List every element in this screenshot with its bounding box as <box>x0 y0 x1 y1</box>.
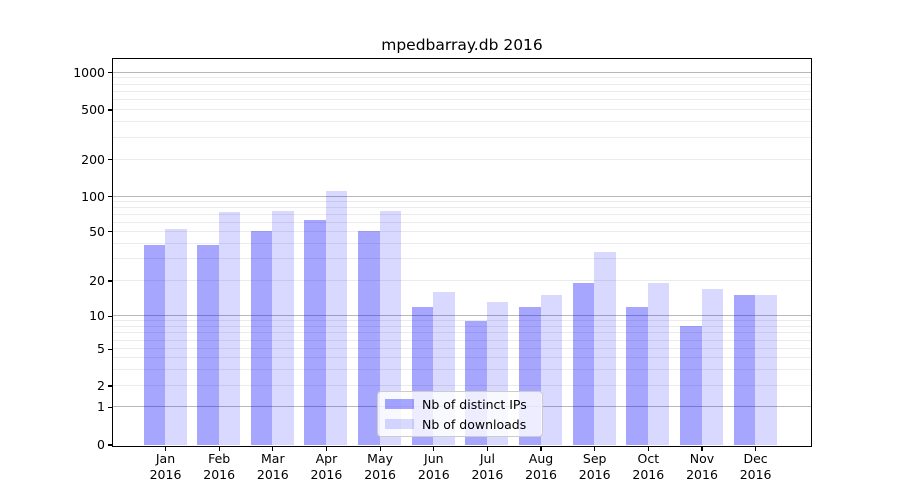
y-gridline-minor <box>113 136 811 138</box>
x-axis-tick-label: Jan 2016 <box>149 450 182 483</box>
y-gridline-minor <box>113 280 811 281</box>
legend-label-downloads: Nb of downloads <box>422 416 527 432</box>
y-gridline-minor <box>113 213 811 215</box>
y-gridline-major <box>113 71 811 73</box>
y-gridline-minor <box>113 258 811 260</box>
bar-downloads-nov <box>701 288 723 445</box>
legend-label-distinct-ips: Nb of distinct IPs <box>422 396 527 412</box>
y-gridline-minor <box>113 320 811 322</box>
x-axis-tick-label: Jul 2016 <box>471 450 504 483</box>
y-gridline-minor <box>113 385 811 386</box>
y-gridline-minor <box>113 77 811 79</box>
bar-downloads-oct <box>647 283 670 445</box>
y-gridline-minor <box>113 207 811 208</box>
bar-distinct-ips-feb <box>197 244 219 445</box>
bar-distinct-ips-nov <box>680 326 702 445</box>
bar-downloads-aug <box>540 295 563 445</box>
y-gridline-minor <box>113 230 811 232</box>
y-axis-tick-label: 0 <box>97 437 105 452</box>
y-gridline-minor <box>113 201 811 202</box>
bar-distinct-ips-dec <box>733 295 756 445</box>
y-gridline-minor <box>113 109 811 110</box>
y-axis-tick-label: 1 <box>97 399 105 415</box>
legend-swatch-downloads-icon <box>385 419 414 429</box>
y-gridline-minor <box>113 339 811 341</box>
x-axis-tick-label: Apr 2016 <box>310 450 343 483</box>
x-axis-tick-label: Oct 2016 <box>632 450 665 483</box>
bar-downloads-sep <box>594 252 616 445</box>
y-axis-tick-label: 20 <box>89 273 105 288</box>
y-gridline-minor <box>113 348 811 350</box>
y-axis-tick-label: 10 <box>89 308 105 324</box>
y-gridline-minor <box>113 121 811 123</box>
y-gridline-minor <box>113 332 811 334</box>
legend-swatch-distinct-ips-icon <box>385 399 414 409</box>
y-axis-tick-label: 5 <box>97 341 105 357</box>
y-gridline-major <box>113 315 811 317</box>
x-axis-tick-label: Jun 2016 <box>417 450 450 483</box>
bar-distinct-ips-may <box>358 231 380 445</box>
y-gridline-minor <box>113 368 811 370</box>
y-axis-tick-label: 50 <box>89 223 105 239</box>
legend: Nb of distinct IPs Nb of downloads <box>377 391 543 437</box>
y-axis-tick-label: 1000 <box>73 64 105 80</box>
y-gridline-minor <box>113 221 811 223</box>
bar-distinct-ips-apr <box>304 219 326 445</box>
y-gridline-major <box>113 195 811 197</box>
y-axis-tick-label: 100 <box>81 188 105 204</box>
x-axis-tick-label: Feb 2016 <box>203 450 236 483</box>
y-gridline-minor <box>113 99 811 101</box>
y-axis-tick-label: 500 <box>81 102 105 117</box>
bar-downloads-apr <box>325 191 348 445</box>
x-axis-tick-label: Dec 2016 <box>739 450 772 483</box>
y-gridline-minor <box>113 357 811 359</box>
y-axis-tick-label: 2 <box>97 378 105 393</box>
chart-title: mpedbarray.db 2016 <box>381 36 543 54</box>
y-gridline-minor <box>113 242 811 244</box>
bar-downloads-mar <box>272 210 294 445</box>
x-axis-tick-label: Aug 2016 <box>525 450 557 483</box>
bar-downloads-feb <box>218 212 241 445</box>
bar-distinct-ips-oct <box>626 306 648 445</box>
x-axis-tick-label: Mar 2016 <box>256 450 289 483</box>
bar-distinct-ips-sep <box>572 283 595 445</box>
y-gridline-minor <box>113 83 811 85</box>
bar-downloads-jan <box>165 229 187 445</box>
legend-item-distinct-ips: Nb of distinct IPs <box>385 396 535 413</box>
y-gridline-minor <box>113 325 811 327</box>
bar-distinct-ips-mar <box>250 231 273 445</box>
y-axis-tick-label: 200 <box>81 151 105 167</box>
y-gridline-minor <box>113 158 811 160</box>
bar-downloads-dec <box>755 295 777 445</box>
legend-item-downloads: Nb of downloads <box>385 416 535 433</box>
x-axis-tick-label: Nov 2016 <box>686 450 718 483</box>
y-gridline-minor <box>113 90 811 92</box>
bar-downloads-may <box>379 211 402 445</box>
plot-area: Nb of distinct IPs Nb of downloads <box>112 58 812 447</box>
x-axis-tick-label: Sep 2016 <box>578 450 611 483</box>
bar-distinct-ips-jan <box>143 244 165 445</box>
x-axis-tick-label: May 2016 <box>364 450 396 483</box>
